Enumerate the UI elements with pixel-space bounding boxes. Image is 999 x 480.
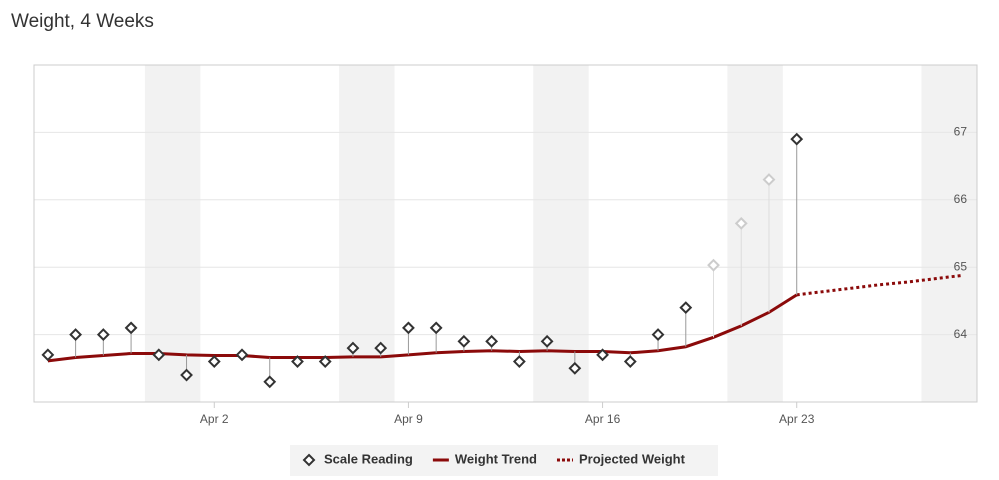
scale-reading [346, 341, 360, 355]
y-tick-label: 64 [954, 327, 968, 341]
scale-reading [540, 334, 554, 348]
scale-reading [41, 348, 55, 362]
marks [41, 132, 964, 389]
scale-reading [762, 173, 776, 186]
scale-reading [707, 258, 720, 272]
scale-reading [374, 341, 388, 355]
weekend-band [339, 65, 395, 402]
projection-line [796, 273, 964, 297]
scale-reading [429, 321, 443, 335]
x-tick-label: Apr 23 [779, 412, 815, 426]
scale-reading [96, 328, 110, 342]
grid: 64 65 66 67 Apr 2 Apr 9 Apr 16 Apr 23 [34, 125, 977, 426]
scale-reading [235, 348, 249, 362]
scale-reading [207, 355, 221, 368]
y-tick-label: 66 [954, 192, 968, 206]
scale-reading [512, 355, 526, 368]
scale-reading [69, 328, 83, 342]
legend-symbol [302, 453, 316, 467]
legend: Scale Reading Weight Trend Projected Weigh… [302, 451, 686, 467]
y-tick-label: 65 [954, 259, 968, 273]
weekend-bands [144, 65, 977, 402]
scale-reading [318, 355, 332, 368]
weekend-band [533, 65, 589, 402]
scale-reading [180, 368, 193, 382]
scale-reading [124, 321, 138, 335]
scale-reading [568, 361, 582, 375]
trend-line [47, 293, 798, 363]
weekend-band [727, 65, 783, 402]
legend-label: Weight Trend [455, 451, 537, 466]
plot-border [33, 64, 978, 403]
scale-reading [485, 334, 499, 348]
scale-reading [790, 132, 804, 146]
x-tick-label: Apr 2 [200, 412, 229, 426]
scale-reading [263, 375, 277, 389]
scale-reading [651, 328, 665, 342]
scale-reading [623, 355, 637, 368]
chart-title: Weight, 4 Weeks [11, 11, 154, 32]
scale-reading [402, 321, 415, 335]
y-tick-label: 67 [954, 125, 968, 139]
scale-reading [457, 334, 471, 348]
weekend-band [144, 65, 201, 402]
scale-reading [596, 348, 609, 362]
scale-reading [734, 216, 748, 230]
scale-reading [152, 348, 166, 362]
x-tick-label: Apr 9 [394, 412, 423, 426]
legend-label: Scale Reading [324, 451, 413, 466]
scale-reading [679, 301, 693, 315]
weekend-band [921, 65, 977, 402]
legend-box [290, 445, 718, 476]
scale-reading [291, 355, 304, 368]
x-tick-label: Apr 16 [585, 412, 621, 426]
legend-label: Projected Weight [579, 451, 686, 466]
